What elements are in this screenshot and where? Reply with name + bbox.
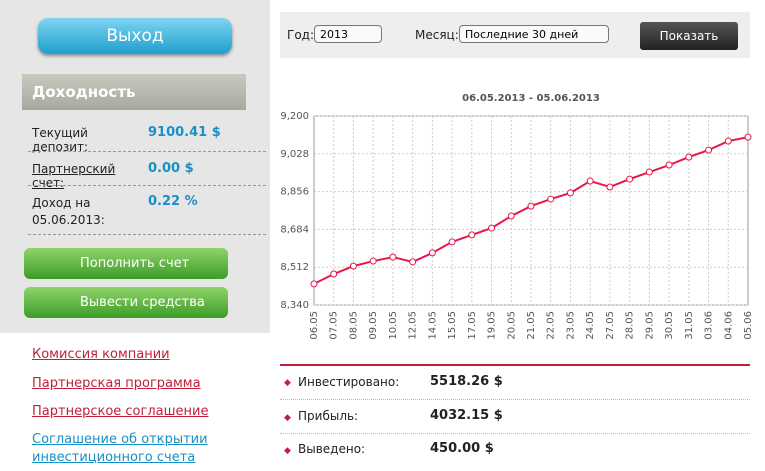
separator xyxy=(280,399,750,400)
x-tick-label: 05.06 xyxy=(743,311,754,340)
x-tick-label: 12.05 xyxy=(408,311,419,340)
separator xyxy=(28,185,266,186)
deposit-button[interactable]: Пополнить счет xyxy=(24,248,228,279)
point xyxy=(349,262,357,270)
row-value: 9100.41 $ xyxy=(148,125,221,140)
x-tick-label: 20.05 xyxy=(506,311,517,340)
x-tick-label: 28.05 xyxy=(625,311,636,340)
point xyxy=(488,224,496,232)
x-tick-label: 29.05 xyxy=(644,311,655,340)
link[interactable]: Комиссия компании xyxy=(32,347,170,362)
x-tick-label: 22.05 xyxy=(546,311,557,340)
point xyxy=(330,270,338,278)
divider xyxy=(280,364,750,366)
x-tick-label: 30.05 xyxy=(664,311,675,340)
point xyxy=(547,195,555,203)
y-tick-label: 8,340 xyxy=(280,300,309,311)
point xyxy=(645,168,653,176)
point xyxy=(566,189,574,197)
x-tick-label: 31.05 xyxy=(684,311,695,340)
row-label: Текущий депозит: xyxy=(32,126,89,154)
row-label[interactable]: Партнерский счет: xyxy=(32,162,116,190)
separator xyxy=(28,234,266,235)
point xyxy=(724,137,732,145)
separator xyxy=(28,151,266,152)
point xyxy=(665,161,673,169)
x-tick-label: 03.06 xyxy=(704,311,715,340)
chart-title: 06.05.2013 - 05.06.2013 xyxy=(462,93,600,104)
separator xyxy=(280,433,750,434)
row-value: 0.00 $ xyxy=(148,161,194,176)
y-tick-label: 9,200 xyxy=(280,111,309,122)
stat-label: Инвестировано: xyxy=(298,375,400,389)
withdraw-button[interactable]: Вывести средства xyxy=(24,287,228,318)
stat-value: 4032.15 $ xyxy=(430,408,503,423)
y-tick-label: 8,856 xyxy=(280,187,309,198)
stat-label: Выведено: xyxy=(298,442,366,456)
point xyxy=(389,253,397,261)
point xyxy=(428,249,436,257)
x-tick-label: 10.05 xyxy=(388,311,399,340)
x-tick-label: 21.05 xyxy=(526,311,537,340)
point xyxy=(409,258,417,266)
stat-value: 450.00 $ xyxy=(430,441,494,456)
y-tick-label: 8,512 xyxy=(280,262,309,273)
year-select[interactable]: 2013 xyxy=(314,25,382,43)
link[interactable]: Партнерское соглашение xyxy=(32,404,209,419)
x-tick-label: 09.05 xyxy=(368,311,379,340)
x-tick-label: 06.05 xyxy=(309,311,320,340)
point xyxy=(626,175,634,183)
section-title: Доходность xyxy=(22,74,246,110)
x-tick-label: 07.05 xyxy=(329,311,340,340)
point xyxy=(527,202,535,210)
x-tick-label: 27.05 xyxy=(605,311,616,340)
link[interactable]: Партнерская программа xyxy=(32,376,201,391)
link[interactable]: Соглашение об открытии инвестиционного с… xyxy=(32,432,208,465)
chart: 06.05.2013 - 05.06.2013 8,340 8,512 8,684 8… xyxy=(280,93,754,340)
point xyxy=(744,133,752,141)
x-tick-label: 23.05 xyxy=(565,311,576,340)
point xyxy=(369,257,377,265)
x-tick-label: 08.05 xyxy=(348,311,359,340)
point xyxy=(310,280,318,288)
y-tick-label: 8,684 xyxy=(280,224,309,235)
row-label: Доход на 05.06.2013: xyxy=(32,196,105,227)
x-tick-label: 19.05 xyxy=(487,311,498,340)
bullet: ◆ xyxy=(284,446,291,456)
month-select[interactable]: Последние 30 дней xyxy=(459,25,609,43)
month-label: Месяц: xyxy=(415,28,459,42)
x-tick-label: 24.05 xyxy=(585,311,596,340)
point xyxy=(507,212,515,220)
x-tick-label: 17.05 xyxy=(467,311,478,340)
stat-value: 5518.26 $ xyxy=(430,374,503,389)
point xyxy=(448,238,456,246)
exit-button[interactable]: Выход xyxy=(38,18,232,54)
y-tick-label: 9,028 xyxy=(280,149,309,160)
point xyxy=(685,153,693,161)
point xyxy=(606,183,614,191)
point xyxy=(468,231,476,239)
point xyxy=(586,177,594,185)
x-tick-label: 14.05 xyxy=(427,311,438,340)
bullet: ◆ xyxy=(284,413,291,423)
stat-label: Прибыль: xyxy=(298,409,359,423)
x-tick-label: 04.06 xyxy=(723,311,734,340)
row-value: 0.22 % xyxy=(148,194,198,209)
year-label: Год: xyxy=(287,28,314,42)
show-button[interactable]: Показать xyxy=(640,22,738,50)
point xyxy=(705,146,713,154)
bullet: ◆ xyxy=(284,378,291,388)
x-tick-label: 15.05 xyxy=(447,311,458,340)
